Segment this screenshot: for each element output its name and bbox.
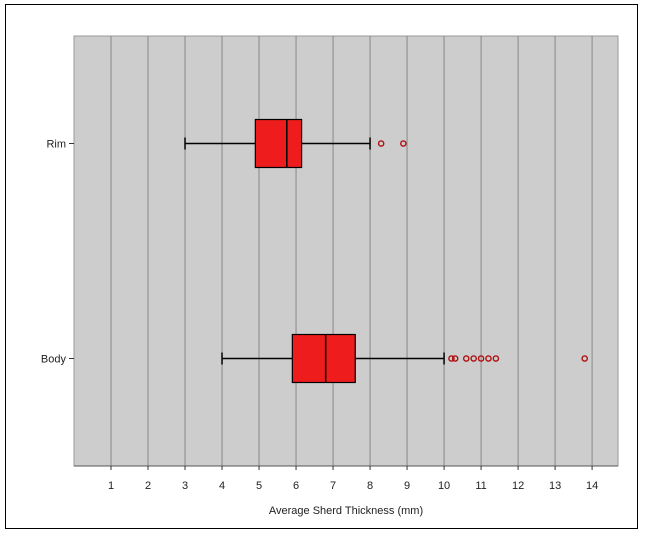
x-tick-label: 5 <box>256 480 262 492</box>
x-axis-title: Average Sherd Thickness (mm) <box>269 505 423 517</box>
x-tick-label: 6 <box>293 480 299 492</box>
x-tick-label: 7 <box>330 480 336 492</box>
iqr-box <box>291 333 356 384</box>
box-group-rim <box>184 118 407 169</box>
category-label: Rim <box>46 139 66 151</box>
outlier-point <box>377 140 385 147</box>
x-tick-label: 4 <box>219 480 225 492</box>
outlier-point <box>581 355 588 362</box>
x-tick-label: 8 <box>367 480 373 492</box>
outlier-point <box>451 355 459 362</box>
grid-lines <box>110 36 593 466</box>
iqr-box <box>254 118 303 169</box>
chart-frame: Rim Body 1 2 3 4 5 6 7 8 9 10 11 12 13 14 Average Sher… <box>5 4 638 529</box>
x-axis: 1 2 3 4 5 6 7 8 9 10 11 12 13 14 <box>74 465 618 492</box>
outlier-point <box>477 355 485 362</box>
box-group-body <box>221 333 588 384</box>
x-tick-label: 10 <box>438 480 450 492</box>
boxes-layer <box>184 118 588 384</box>
x-tick-label: 12 <box>512 480 524 492</box>
outlier-point <box>470 355 477 362</box>
x-tick-label: 13 <box>549 480 561 492</box>
x-tick-label: 2 <box>145 480 151 492</box>
x-tick-label: 1 <box>108 480 114 492</box>
outlier-point <box>462 355 470 362</box>
x-tick-label: 3 <box>182 480 188 492</box>
plot-background <box>73 35 619 467</box>
outlier-point <box>492 355 500 362</box>
x-tick-label: 11 <box>475 480 486 492</box>
y-axis: Rim Body <box>41 139 74 366</box>
x-tick-label: 9 <box>404 480 410 492</box>
category-label: Body <box>41 354 67 366</box>
outlier-point <box>448 355 455 362</box>
x-tick-label: 14 <box>586 480 598 492</box>
outlier-point <box>400 140 407 147</box>
outlier-point <box>485 355 492 362</box>
